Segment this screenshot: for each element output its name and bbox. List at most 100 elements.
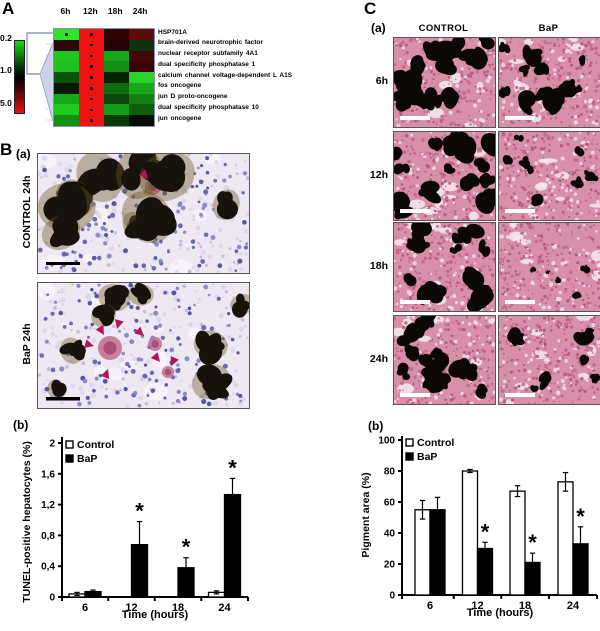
speckle [513, 192, 516, 195]
speckle [469, 393, 473, 396]
speckle [462, 354, 466, 358]
legend-swatch-control [405, 438, 414, 447]
speckle [395, 42, 398, 45]
blob [153, 158, 186, 193]
speckle [245, 212, 249, 217]
nucleus [153, 325, 159, 330]
speckle [597, 278, 600, 282]
speckle [469, 123, 472, 126]
blob [499, 87, 509, 97]
speckle [575, 67, 579, 71]
speckle [560, 156, 565, 161]
speckle [534, 161, 538, 166]
speckle [470, 382, 473, 385]
speckle [434, 157, 440, 162]
speckle [573, 368, 577, 373]
speckle [537, 234, 541, 237]
speckle [430, 254, 433, 257]
speckle [450, 296, 452, 299]
speckle [432, 308, 435, 311]
heatmap-cell-r1c0 [54, 39, 79, 51]
speckle [522, 363, 525, 367]
speckle [398, 281, 401, 284]
speckle [467, 351, 471, 355]
speckle [523, 232, 527, 236]
speckle [524, 246, 526, 249]
speckle [394, 339, 396, 342]
speckle [483, 86, 487, 90]
speckle [522, 186, 526, 190]
speckle [432, 213, 435, 216]
speckle [514, 240, 518, 244]
speckle [118, 357, 124, 363]
speckle [577, 114, 581, 118]
speckle [450, 334, 454, 338]
speckle [547, 205, 551, 209]
speckle [540, 338, 544, 342]
speckle [396, 332, 399, 335]
speckle [561, 183, 564, 186]
speckle [221, 254, 225, 258]
blob [446, 167, 456, 175]
speckle [448, 255, 451, 258]
speckle [514, 195, 518, 200]
nucleus [196, 358, 201, 363]
speckle [542, 60, 546, 64]
nucleus [91, 255, 97, 261]
speckle [397, 223, 400, 226]
gene-label: calcium channel voltage-dependent L A1S [158, 71, 293, 79]
heatmap-cell-r0c3 [128, 29, 154, 40]
speckle [558, 74, 562, 78]
speckle [467, 207, 470, 210]
speckle [578, 373, 581, 376]
speckle [209, 203, 214, 208]
heatmap-cell-r4c0 [54, 72, 79, 83]
nucleus [168, 328, 172, 332]
speckle [512, 171, 515, 173]
blob [580, 355, 590, 366]
speckle [444, 196, 449, 200]
heatmap-cell-r3c0 [54, 61, 79, 73]
tissue-c-bap-12h [498, 131, 600, 221]
speckle [168, 332, 172, 335]
speckle [118, 388, 122, 392]
speckle [415, 38, 420, 41]
y-tick-label: 2 [49, 439, 55, 450]
speckle [462, 350, 467, 354]
speckle [398, 284, 402, 288]
speckle [478, 379, 481, 383]
speckle [594, 89, 598, 93]
speckle [503, 374, 507, 377]
speckle [142, 309, 147, 314]
speckle [538, 255, 542, 259]
speckle [427, 113, 431, 117]
speckle [586, 302, 590, 305]
speckle [583, 303, 586, 305]
speckle [585, 83, 588, 86]
speckle [571, 283, 573, 285]
speckle [400, 381, 404, 386]
speckle [428, 272, 431, 275]
speckle [430, 234, 433, 237]
tissue-c-control-6h [393, 37, 496, 128]
speckle [463, 394, 468, 398]
speckle [479, 125, 483, 127]
speckle [181, 184, 186, 189]
speckle [423, 81, 427, 85]
blob [56, 228, 80, 246]
blob [452, 132, 469, 147]
speckle [544, 347, 547, 350]
speckle [580, 329, 584, 333]
speckle [590, 150, 595, 155]
speckle [42, 328, 47, 333]
speckle [521, 327, 524, 330]
speckle [514, 89, 518, 93]
speckle [520, 204, 524, 208]
speckle [542, 147, 545, 151]
speckle [539, 284, 543, 288]
speckle [433, 86, 436, 89]
speckle [559, 144, 564, 148]
nucleus [206, 186, 210, 190]
speckle [554, 267, 559, 272]
speckle [397, 175, 401, 178]
